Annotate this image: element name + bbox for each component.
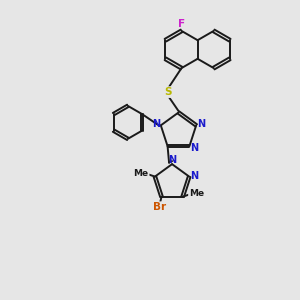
- Text: S: S: [164, 87, 172, 97]
- Text: Me: Me: [189, 189, 204, 198]
- Text: N: N: [168, 155, 176, 165]
- Text: F: F: [178, 19, 185, 29]
- Text: Me: Me: [134, 169, 149, 178]
- Text: N: N: [190, 171, 198, 181]
- Text: Br: Br: [153, 202, 167, 212]
- Text: N: N: [190, 142, 198, 153]
- Text: N: N: [196, 119, 205, 129]
- Text: N: N: [152, 119, 160, 129]
